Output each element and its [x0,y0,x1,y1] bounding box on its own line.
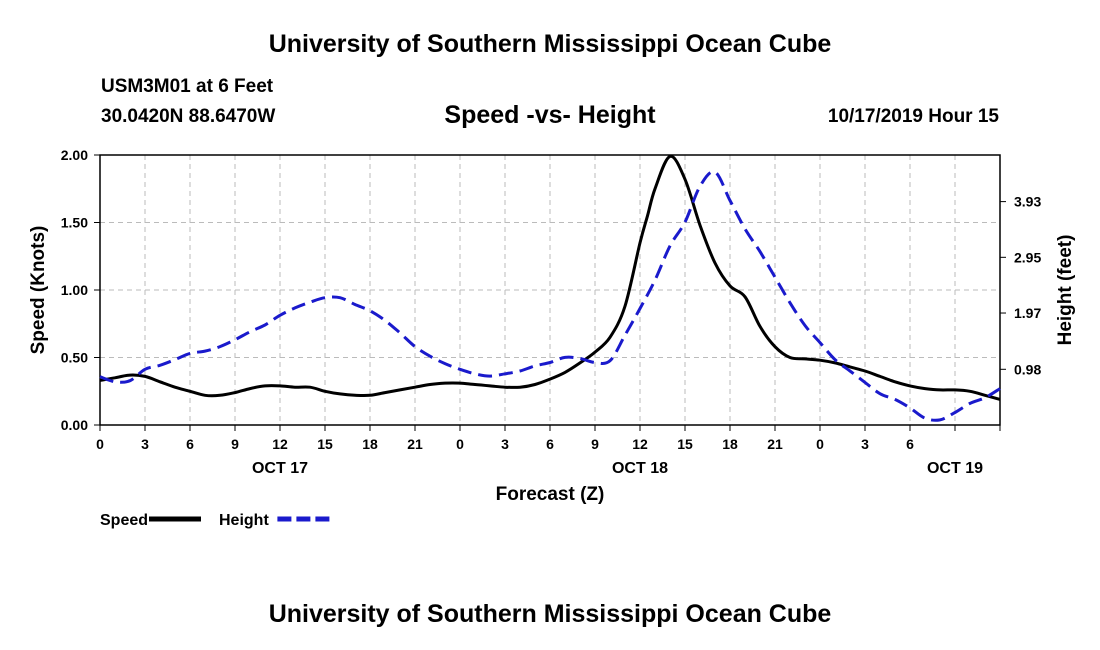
legend-label-speed: Speed [100,512,148,529]
y2-tick-label: 2.95 [1014,249,1041,265]
axes: 0 3 6 9 12 15 18 21 0 3 6 9 12 15 18 21 0 3 6 0.00 0.50 1.00 1… [28,147,1076,505]
x-tick-label: 18 [362,436,378,452]
y-tick-label: 1.00 [61,282,88,298]
legend-label-height: Height [219,512,269,529]
x-tick-label: 6 [186,436,194,452]
y-tick-label: 0.50 [61,350,88,366]
footer-title: University of Southern Mississippi Ocean… [268,600,832,628]
x-tick-label: 6 [546,436,554,452]
grid [100,155,1000,425]
y2-axis-title: Height (feet) [1055,235,1076,346]
x-tick-label: 12 [632,436,648,452]
x-tick-label: 0 [816,436,824,452]
series-line-height [99,170,1001,422]
x-tick-label: 0 [96,436,104,452]
x-tick-label: 21 [767,436,783,452]
date-label: OCT 18 [612,460,668,477]
y2-tick-label: 1.97 [1014,305,1041,321]
y-tick-label: 0.00 [61,417,88,433]
station-coordinates: 30.0420N 88.6470W [101,106,276,127]
x-tick-label: 6 [906,436,914,452]
x-tick-label: 3 [861,436,869,452]
forecast-datetime: 10/17/2019 Hour 15 [827,106,999,127]
y-tick-label: 1.50 [61,215,88,231]
x-tick-label: 3 [141,436,149,452]
chart-title: Speed -vs- Height [444,101,656,129]
date-label: OCT 19 [927,460,983,477]
series-line-speed [99,154,1001,401]
x-tick-label: 12 [272,436,288,452]
legend: Speed Height [100,512,330,529]
y2-tick-label: 3.93 [1014,194,1041,210]
y-axis-title: Speed (Knots) [28,226,49,355]
page-title: University of Southern Mississippi Ocean… [268,30,832,58]
y-tick-label: 2.00 [61,147,88,163]
x-tick-label: 9 [591,436,599,452]
series [99,154,1001,422]
x-tick-label: 18 [722,436,738,452]
x-axis-title: Forecast (Z) [496,484,605,505]
x-tick-label: 15 [317,436,333,452]
x-tick-label: 21 [407,436,423,452]
x-tick-label: 0 [456,436,464,452]
x-tick-label: 3 [501,436,509,452]
x-tick-label: 9 [231,436,239,452]
date-label: OCT 17 [252,460,308,477]
y2-tick-label: 0.98 [1014,361,1041,377]
station-name: USM3M01 at 6 Feet [101,76,274,97]
x-tick-label: 15 [677,436,693,452]
